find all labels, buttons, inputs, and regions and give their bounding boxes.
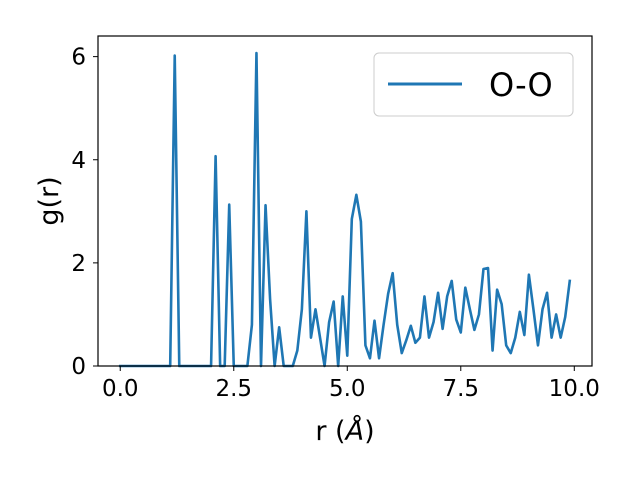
- y-tick-label: 0: [71, 354, 86, 380]
- x-tick-label: 2.5: [215, 376, 252, 402]
- x-axis-label-close: ): [364, 416, 375, 447]
- y-axis-label: g(r): [34, 176, 65, 225]
- x-axis: 0.0 2.5 5.0 7.5 10.0: [102, 366, 600, 402]
- y-axis: 0 2 4 6: [71, 45, 98, 380]
- legend: O-O: [373, 52, 574, 117]
- x-tick-label: 7.5: [442, 376, 479, 402]
- x-tick-label: 5.0: [329, 376, 366, 402]
- x-axis-label: r (Å): [315, 415, 374, 447]
- x-axis-label-text: r (: [315, 416, 345, 447]
- x-tick-label: 0.0: [102, 376, 139, 402]
- y-tick-label: 2: [71, 251, 86, 277]
- legend-label-o-o: O-O: [489, 66, 553, 104]
- y-tick-label: 4: [71, 148, 86, 174]
- legend-box: [373, 52, 574, 117]
- x-tick-label: 10.0: [549, 376, 600, 402]
- axes-frame: [97, 35, 593, 367]
- y-tick-label: 6: [71, 45, 86, 71]
- x-axis-label-unit: Å: [344, 415, 364, 447]
